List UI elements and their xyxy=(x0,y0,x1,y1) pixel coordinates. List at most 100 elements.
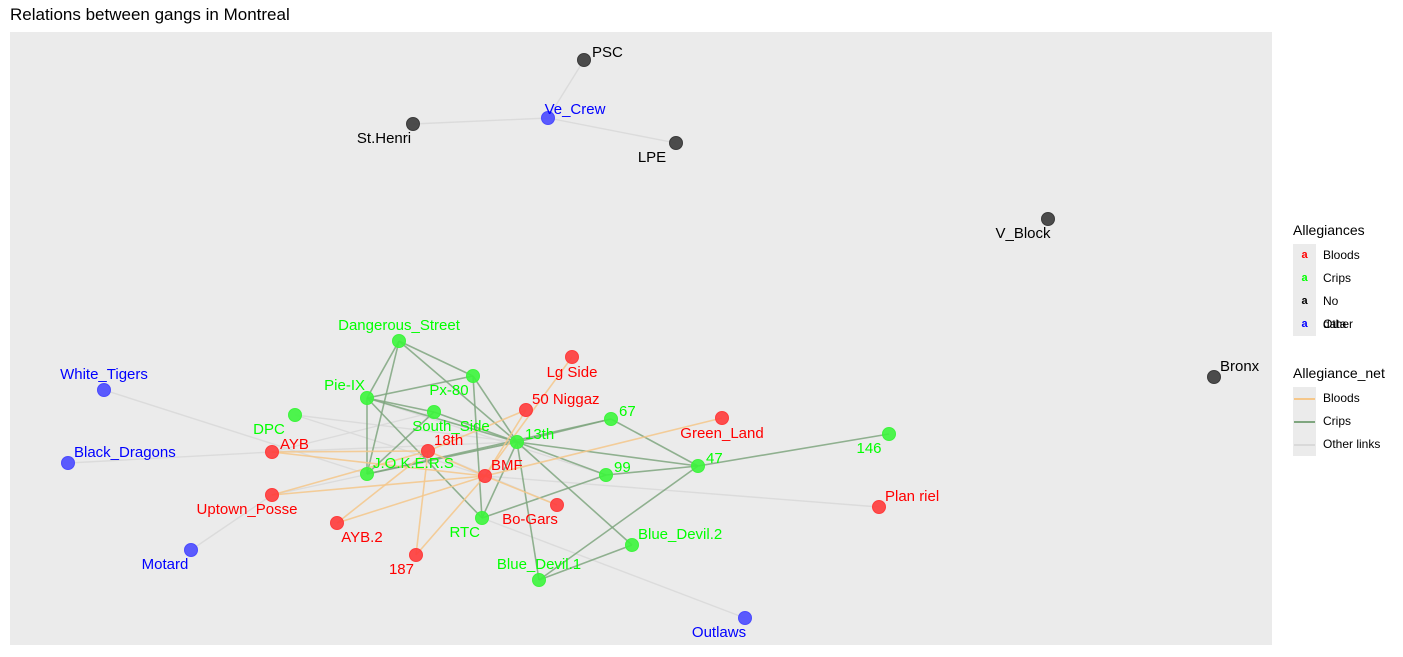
node-187[interactable] xyxy=(409,548,423,562)
edge-ayb-13th xyxy=(271,441,518,453)
label-layer: PSC Ve_Crew St.Henri LPE V_Block Bronx Dangero… xyxy=(60,44,1260,641)
node-146[interactable] xyxy=(882,427,896,441)
legend-key-crips-link xyxy=(1293,410,1316,433)
node-18th[interactable] xyxy=(421,444,435,458)
label-v-block: V_Block xyxy=(995,225,1051,242)
node-v-block[interactable] xyxy=(1041,212,1055,226)
edge-bmf-bo-gars xyxy=(484,475,558,506)
node-pie-ix[interactable] xyxy=(360,391,374,405)
legend-item-bloods: a Bloods xyxy=(1293,244,1365,267)
node-lpe[interactable] xyxy=(669,136,683,150)
node-st-henri[interactable] xyxy=(406,117,420,131)
edge-67-47 xyxy=(610,418,699,467)
legend-key-no-data: a xyxy=(1293,290,1316,313)
network-panel: PSC Ve_Crew St.Henri LPE V_Block Bronx Dangero… xyxy=(10,32,1272,645)
edge-13th-99 xyxy=(516,441,607,476)
edge-18th-50-niggaz xyxy=(427,409,527,452)
network-graph: PSC Ve_Crew St.Henri LPE V_Block Bronx Dangero… xyxy=(60,44,1260,641)
legend-label: Other xyxy=(1323,317,1354,331)
legend-label: No data xyxy=(1323,294,1347,331)
node-ayb[interactable] xyxy=(265,445,279,459)
edge-outlaws-rtc xyxy=(481,517,746,619)
node-px-80[interactable] xyxy=(466,369,480,383)
node-50-niggaz[interactable] xyxy=(519,403,533,417)
edge-ve-crew-lpe xyxy=(547,117,677,144)
node-lg-side[interactable] xyxy=(565,350,579,364)
node-ve-crew[interactable] xyxy=(541,111,555,125)
legend-label: Bloods xyxy=(1323,391,1360,405)
legend-item-crips: a Crips xyxy=(1293,267,1365,290)
edge-13th-47 xyxy=(516,441,699,467)
node-bmf[interactable] xyxy=(478,469,492,483)
edge-dangerous-street-pie-ix xyxy=(366,340,400,399)
legend-key-other: a xyxy=(1293,313,1316,336)
label-ve-crew: Ve_Crew xyxy=(545,101,606,118)
node-rtc[interactable] xyxy=(475,511,489,525)
label-187: 187 xyxy=(389,561,414,578)
edge-ayb-south-side xyxy=(271,411,435,453)
node-67[interactable] xyxy=(604,412,618,426)
edge-pie-ix-px-80 xyxy=(366,375,474,399)
node-dangerous-street[interactable] xyxy=(392,334,406,348)
edge-j-o-k-e-r-s-67 xyxy=(366,418,612,475)
node-black-dragons[interactable] xyxy=(61,456,75,470)
label-146: 146 xyxy=(856,440,881,457)
label-psc: PSC xyxy=(592,44,623,61)
edge-layer xyxy=(67,59,890,619)
node-bronx[interactable] xyxy=(1207,370,1221,384)
node-psc[interactable] xyxy=(577,53,591,67)
edge-uptown-posse-bmf xyxy=(271,475,486,496)
legend-label: Crips xyxy=(1323,271,1352,285)
node-ayb-2[interactable] xyxy=(330,516,344,530)
label-dangerous-street: Dangerous_Street xyxy=(338,317,461,334)
edge-pie-ix-south-side xyxy=(366,397,435,413)
label-rtc: RTC xyxy=(449,524,480,541)
label-67: 67 xyxy=(619,403,636,420)
node-13th[interactable] xyxy=(510,435,524,449)
legend-label: Crips xyxy=(1323,414,1352,428)
edge-bmf-50-niggaz xyxy=(484,409,527,477)
label-18th: 18th xyxy=(434,432,463,449)
label-ayb: AYB xyxy=(280,436,309,453)
edge-13th-blue-devil-2 xyxy=(516,441,633,546)
label-green-land: Green_Land xyxy=(680,425,763,442)
label-bo-gars: Bo-Gars xyxy=(502,511,558,528)
node-blue-devil-1[interactable] xyxy=(532,573,546,587)
node-dpc[interactable] xyxy=(288,408,302,422)
edge-bmf-plan-riel xyxy=(484,475,880,508)
node-uptown-posse[interactable] xyxy=(265,488,279,502)
node-plan-riel[interactable] xyxy=(872,500,886,514)
node-blue-devil-2[interactable] xyxy=(625,538,639,552)
node-white-tigers[interactable] xyxy=(97,383,111,397)
edge-bmf-green-land xyxy=(484,417,723,477)
edge-18th-bmf xyxy=(427,450,486,477)
edge-px-80-13th xyxy=(472,375,518,443)
edge-ayb-bmf xyxy=(271,451,486,477)
edge-psc-ve-crew xyxy=(547,59,585,119)
edge-ayb-2-bmf xyxy=(336,475,486,524)
label-ayb-2: AYB.2 xyxy=(341,529,382,546)
node-layer xyxy=(61,53,1221,625)
edge-blue-devil-2-blue-devil-1 xyxy=(538,544,633,581)
edge-dpc-bmf xyxy=(294,414,486,477)
label-dpc: DPC xyxy=(253,421,285,438)
edge-ayb-2-18th xyxy=(336,450,429,524)
label-motard: Motard xyxy=(142,556,189,573)
edge-47-146 xyxy=(697,433,890,467)
node-47[interactable] xyxy=(691,459,705,473)
node-motard[interactable] xyxy=(184,543,198,557)
edge-ayb-18th xyxy=(271,450,429,453)
node-j-o-k-e-r-s[interactable] xyxy=(360,467,374,481)
edge-px-80-rtc xyxy=(472,375,483,519)
edge-st-henri-ve-crew xyxy=(412,117,549,125)
node-99[interactable] xyxy=(599,468,613,482)
node-outlaws[interactable] xyxy=(738,611,752,625)
edge-dpc-13th xyxy=(294,414,518,443)
node-bo-gars[interactable] xyxy=(550,498,564,512)
edge-white-tigers-j-o-k-e-r-s xyxy=(103,389,368,475)
edge-99-47 xyxy=(605,465,699,476)
node-green-land[interactable] xyxy=(715,411,729,425)
label-blue-devil-2: Blue_Devil.2 xyxy=(638,526,722,543)
node-south-side[interactable] xyxy=(427,405,441,419)
edge-187-18th xyxy=(415,450,429,556)
